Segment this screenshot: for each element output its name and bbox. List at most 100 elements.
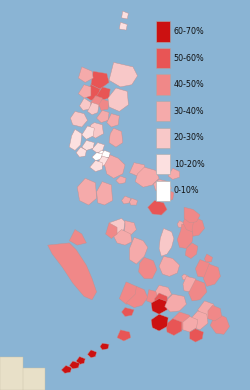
Polygon shape [122, 308, 134, 316]
Polygon shape [109, 218, 125, 234]
Polygon shape [135, 167, 159, 187]
Polygon shape [69, 230, 86, 245]
FancyBboxPatch shape [156, 74, 170, 95]
Polygon shape [184, 207, 200, 223]
Polygon shape [90, 160, 102, 172]
Text: 40-50%: 40-50% [174, 80, 204, 89]
Polygon shape [96, 110, 109, 122]
Polygon shape [151, 299, 168, 314]
Polygon shape [182, 274, 189, 280]
Text: 0-10%: 0-10% [174, 186, 200, 195]
Polygon shape [98, 156, 109, 166]
Polygon shape [100, 343, 109, 350]
Polygon shape [106, 223, 117, 238]
Polygon shape [122, 11, 128, 19]
Polygon shape [183, 214, 196, 232]
Polygon shape [116, 176, 126, 184]
FancyBboxPatch shape [156, 181, 170, 201]
FancyBboxPatch shape [156, 128, 170, 148]
Polygon shape [107, 113, 119, 127]
Polygon shape [69, 129, 82, 151]
Polygon shape [133, 239, 141, 247]
Polygon shape [91, 96, 102, 107]
Polygon shape [82, 140, 94, 151]
Polygon shape [109, 128, 123, 147]
Polygon shape [208, 305, 222, 321]
Polygon shape [204, 264, 220, 286]
Polygon shape [148, 200, 167, 215]
Text: 60-70%: 60-70% [174, 27, 204, 36]
Polygon shape [189, 280, 207, 301]
Polygon shape [109, 62, 138, 87]
Polygon shape [92, 152, 102, 160]
Text: 30-40%: 30-40% [174, 106, 204, 116]
Text: 20-30%: 20-30% [174, 133, 204, 142]
Polygon shape [108, 88, 128, 112]
Polygon shape [69, 361, 80, 369]
Polygon shape [76, 147, 86, 157]
Polygon shape [88, 350, 96, 358]
Polygon shape [89, 122, 104, 138]
Polygon shape [92, 143, 104, 152]
Polygon shape [96, 87, 110, 100]
Polygon shape [119, 282, 141, 304]
Polygon shape [119, 22, 127, 30]
Polygon shape [154, 179, 172, 193]
Polygon shape [104, 155, 125, 178]
Polygon shape [101, 151, 110, 158]
Polygon shape [48, 243, 96, 300]
Polygon shape [88, 103, 99, 115]
Polygon shape [196, 260, 212, 277]
FancyBboxPatch shape [156, 48, 170, 68]
Polygon shape [78, 67, 93, 82]
Polygon shape [99, 99, 109, 110]
Polygon shape [190, 311, 208, 330]
Polygon shape [156, 285, 172, 300]
Polygon shape [130, 199, 138, 205]
Polygon shape [173, 312, 190, 330]
FancyBboxPatch shape [156, 21, 170, 42]
Polygon shape [117, 330, 131, 341]
Polygon shape [124, 221, 136, 236]
Polygon shape [82, 126, 94, 139]
Polygon shape [183, 277, 198, 292]
Polygon shape [78, 85, 91, 98]
Polygon shape [91, 71, 109, 89]
Polygon shape [114, 230, 132, 245]
Polygon shape [154, 293, 168, 308]
Polygon shape [183, 316, 198, 332]
Polygon shape [98, 151, 106, 156]
Text: 10-20%: 10-20% [174, 160, 204, 169]
Polygon shape [165, 294, 186, 312]
Polygon shape [126, 286, 148, 308]
Polygon shape [168, 168, 179, 179]
FancyBboxPatch shape [156, 101, 170, 121]
Polygon shape [84, 85, 100, 100]
Polygon shape [190, 329, 203, 342]
Polygon shape [159, 229, 174, 256]
Polygon shape [146, 290, 159, 303]
Polygon shape [210, 313, 230, 334]
Polygon shape [130, 238, 148, 264]
Polygon shape [0, 356, 23, 390]
Polygon shape [11, 368, 46, 390]
Polygon shape [151, 314, 168, 331]
Polygon shape [61, 365, 72, 373]
Polygon shape [177, 221, 184, 227]
Polygon shape [80, 98, 91, 110]
Polygon shape [192, 217, 204, 236]
Polygon shape [204, 254, 212, 262]
Text: 50-60%: 50-60% [174, 53, 204, 63]
Polygon shape [122, 196, 131, 204]
Polygon shape [130, 163, 146, 176]
Polygon shape [177, 224, 193, 248]
Polygon shape [70, 112, 88, 127]
Polygon shape [139, 257, 157, 278]
Polygon shape [77, 178, 96, 205]
Polygon shape [185, 243, 198, 259]
FancyBboxPatch shape [156, 154, 170, 174]
Polygon shape [159, 256, 180, 277]
Polygon shape [198, 301, 216, 319]
Polygon shape [96, 182, 112, 205]
Polygon shape [166, 319, 182, 335]
